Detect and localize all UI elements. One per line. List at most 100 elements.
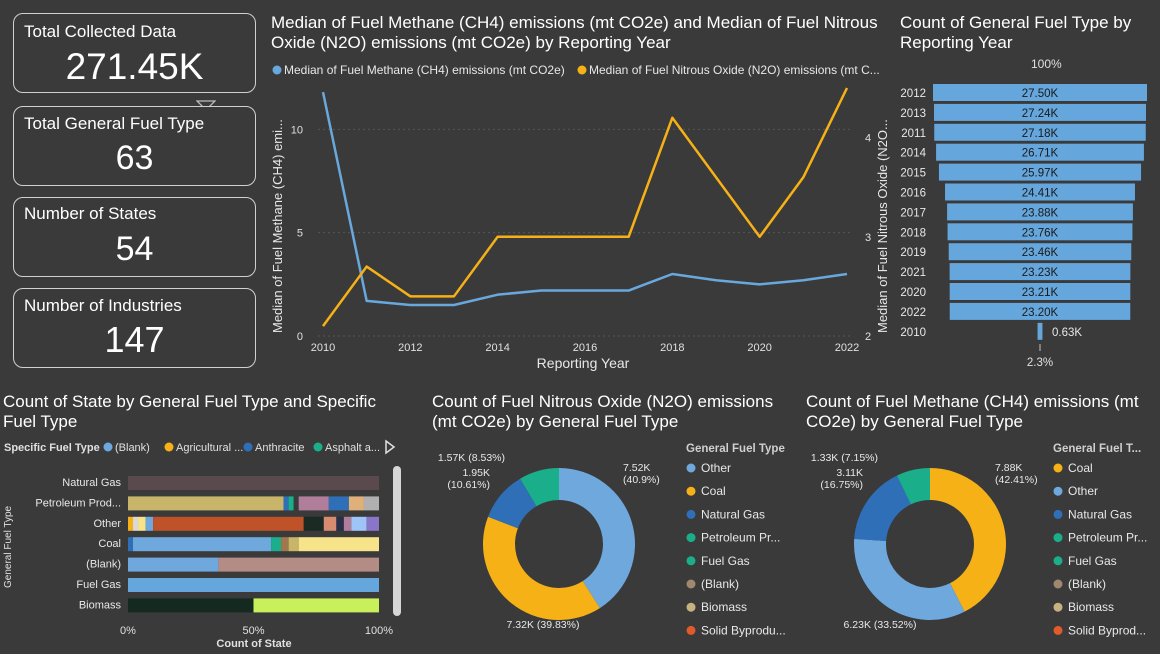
category-label: Biomass [79,599,122,611]
bar-segment[interactable] [288,496,294,511]
bar-segment[interactable] [128,557,219,572]
legend-marker [1053,579,1063,589]
funnel-bar[interactable] [948,243,1132,261]
stacked-bar-chart[interactable]: Specific Fuel Type (Blank) Agricultural .… [0,432,412,652]
line-chart-title: Median of Fuel Methane (CH4) emissions (… [271,13,878,52]
bar-segment[interactable] [128,578,379,592]
kpi-value: 271.45K [65,46,204,87]
legend-label: Asphalt a... [325,442,380,454]
legend-marker [1053,602,1063,612]
stacked-bars[interactable]: Natural Gas Petroleum Prod... Other Coal (Bl… [35,476,393,637]
y-left-tick: 5 [297,228,303,240]
donut-slice[interactable] [896,468,930,505]
x-tick: 2020 [747,342,771,354]
bar-segment[interactable] [298,496,329,511]
x-tick: 2016 [573,342,597,354]
kpi-card-number-of-states[interactable]: Number of States 54 [13,197,256,277]
bar-segment[interactable] [281,537,289,552]
bar-segment[interactable] [328,496,349,511]
funnel-bar[interactable] [1037,322,1043,340]
funnel-year: 2010 [900,327,926,339]
legend-label: Solid Byprod... [1068,623,1146,637]
funnel-bar[interactable] [945,183,1135,201]
kpi-card-total-collected[interactable]: Total Collected Data 271.45K [13,13,256,93]
axis-ticks: 0 5 10 2 3 4 2010 2012 2014 2016 2018 2020 2022 [291,124,871,354]
donut-slice[interactable] [559,468,635,609]
slice-label: (40.9%) [623,474,660,486]
bar-segment[interactable] [128,516,134,531]
bar-segment[interactable] [283,496,289,511]
legend-label: Median of Fuel Nitrous Oxide (N2O) emiss… [589,63,880,77]
stacked-legend[interactable]: (Blank) Agricultural ... Anthracite Asphalt… [103,442,381,454]
line-chart-legend[interactable]: Median of Fuel Methane (CH4) emissions (… [272,63,880,77]
legend-marker [1053,509,1063,519]
bar-segment[interactable] [351,516,367,531]
funnel-bar[interactable] [949,302,1131,320]
bar-segment[interactable] [363,496,379,511]
funnel-bar[interactable] [949,283,1131,300]
line-chart[interactable]: Median of Fuel Methane (CH4) emissions (… [265,58,895,378]
funnel-bar[interactable] [938,163,1142,181]
legend-marker [272,65,282,75]
funnel-chart[interactable]: 2012 27.50K 2013 27.24K 2011 27.18K 2014 26.71K… [890,78,1160,370]
legend-label: Other [1068,484,1098,498]
bar-segment[interactable] [323,516,337,531]
kpi-card-total-fuel-type[interactable]: Total General Fuel Type 63 [13,106,256,186]
funnel-bar[interactable] [947,223,1133,241]
funnel-year: 2014 [900,148,926,160]
bar-segment[interactable] [298,537,379,552]
donut-slice[interactable] [854,475,911,542]
legend-label: Anthracite [255,442,305,454]
bar-segment[interactable] [138,516,146,531]
kpi-card-number-of-industries[interactable]: Number of Industries 147 [13,288,256,368]
donut-slice[interactable] [488,478,537,529]
legend-marker [577,65,587,75]
bar-segment[interactable] [218,557,379,572]
bar-segment[interactable] [128,598,254,613]
donut-chart-n2o[interactable]: 7.52K(40.9%) 7.32K (39.83%) 1.95K(10.61%) 1… [420,434,800,649]
series-line-methane[interactable] [321,91,848,307]
funnel-bar[interactable] [949,263,1131,281]
funnel-bar[interactable] [934,123,1146,141]
bar-segment[interactable] [303,516,324,531]
bar-segment[interactable] [343,516,352,531]
bar-segment[interactable] [128,496,284,511]
bar-segment[interactable] [145,516,154,531]
funnel-bar[interactable] [934,103,1146,121]
funnel-top-label: 100% [1031,57,1062,71]
kpi-label: Total General Fuel Type [24,114,205,133]
line-series[interactable] [321,87,849,327]
donut-chart-ch4[interactable]: 7.88K(42.41%) 6.23K (33.52%) 3.11K(16.75%)… [796,434,1160,649]
legend-next-arrow-icon[interactable] [385,439,396,455]
bar-segment[interactable] [153,516,304,531]
scrollbar[interactable] [393,466,401,616]
funnel-bar[interactable] [933,84,1147,101]
bar-segment[interactable] [253,598,380,613]
bar-segment[interactable] [133,537,272,552]
bar-segment[interactable] [128,537,134,552]
bar-segment[interactable] [336,516,344,531]
donut-slice[interactable] [854,538,965,620]
x-tick: 2012 [398,342,422,354]
bar-segment[interactable] [348,496,364,511]
funnel-bar[interactable] [947,203,1133,221]
series-line-nitrous-oxide[interactable] [321,87,849,327]
bar-segment[interactable] [271,537,282,552]
donut-slice[interactable] [930,468,1006,612]
slice-label: 1.95K [463,467,490,479]
legend-label: (Blank) [701,577,739,591]
funnel-bar[interactable] [936,143,1144,161]
donut-slice[interactable] [483,516,600,620]
legend-label: Natural Gas [701,507,765,521]
donut-slice[interactable] [520,468,559,507]
funnel-value-label: 27.50K [1022,88,1059,100]
bar-segment[interactable] [293,496,299,511]
legend-label: Coal [701,484,726,498]
bar-segment[interactable] [288,537,299,552]
funnel-title: Count of General Fuel Type by Reporting … [900,13,1132,52]
legend-marker [1053,463,1063,473]
bar-segment[interactable] [366,516,379,531]
bar-segment[interactable] [133,516,139,531]
bar-segment[interactable] [128,476,379,490]
legend-label: Natural Gas [1068,507,1132,521]
